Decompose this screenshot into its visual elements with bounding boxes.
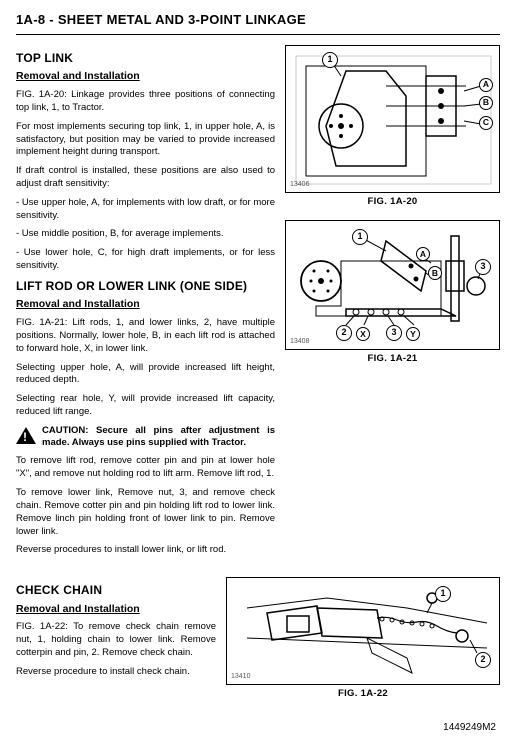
p: FIG. 1A-22: To remove check chain remove… (16, 621, 216, 659)
p: - Use upper hole, A, for implements with… (16, 197, 275, 223)
page-header: 1A-8 - SHEET METAL AND 3-POINT LINKAGE (16, 12, 500, 35)
figure-1a-20: 1 A B C 13406 (285, 45, 500, 193)
p: FIG. 1A-21: Lift rods, 1, and lower link… (16, 317, 275, 355)
bottom-left: CHECK CHAIN Removal and Installation FIG… (16, 577, 216, 712)
p: - Use middle position, B, for average im… (16, 228, 275, 241)
warning-icon (16, 427, 36, 444)
p: If draft control is installed, these pos… (16, 165, 275, 191)
left-column: TOP LINK Removal and Installation FIG. 1… (16, 45, 275, 563)
sub-lift-rod: Removal and Installation (16, 298, 275, 312)
fig-drawing (227, 578, 497, 685)
fig-num: 13410 (231, 672, 250, 681)
sub-top-link: Removal and Installation (16, 70, 275, 84)
h-check-chain: CHECK CHAIN (16, 583, 216, 599)
p: FIG. 1A-20: Linkage provides three posit… (16, 89, 275, 115)
fig-num: 13408 (290, 337, 309, 346)
fig-drawing (286, 46, 500, 193)
label-b: B (479, 96, 493, 110)
p: Reverse procedure to install check chain… (16, 666, 216, 679)
p: To remove lower link, Remove nut, 3, and… (16, 487, 275, 538)
p: Reverse procedures to install lower link… (16, 544, 275, 557)
caution-text: CAUTION: Secure all pins after adjustmen… (42, 425, 275, 450)
callout-1: 1 (322, 52, 338, 68)
label-c: C (479, 116, 493, 130)
fig-caption: FIG. 1A-21 (285, 353, 500, 365)
h-lift-rod: LIFT ROD OR LOWER LINK (ONE SIDE) (16, 279, 275, 295)
figure-1a-22: 1 2 13410 (226, 577, 500, 685)
doc-number: 1449249M2 (16, 721, 500, 734)
h-top-link: TOP LINK (16, 51, 275, 67)
p: For most implements securing top link, 1… (16, 121, 275, 159)
fig-caption: FIG. 1A-22 (226, 688, 500, 700)
figure-1a-21: 1 A B 3 2 X 3 Y 13408 (285, 220, 500, 350)
p: - Use lower hole, C, for high draft impl… (16, 247, 275, 273)
p: Selecting upper hole, A, will provide in… (16, 362, 275, 388)
right-column: 1 A B C 13406 FIG. 1A-20 1 (285, 45, 500, 563)
bottom-right: 1 2 13410 FIG. 1A-22 (226, 577, 500, 712)
p: To remove lift rod, remove cotter pin an… (16, 455, 275, 481)
sub-check-chain: Removal and Installation (16, 603, 216, 617)
fig-caption: FIG. 1A-20 (285, 196, 500, 208)
fig-num: 13406 (290, 180, 309, 189)
p: Selecting rear hole, Y, will provide inc… (16, 393, 275, 419)
caution-block: CAUTION: Secure all pins after adjustmen… (16, 425, 275, 450)
label-a: A (479, 78, 493, 92)
